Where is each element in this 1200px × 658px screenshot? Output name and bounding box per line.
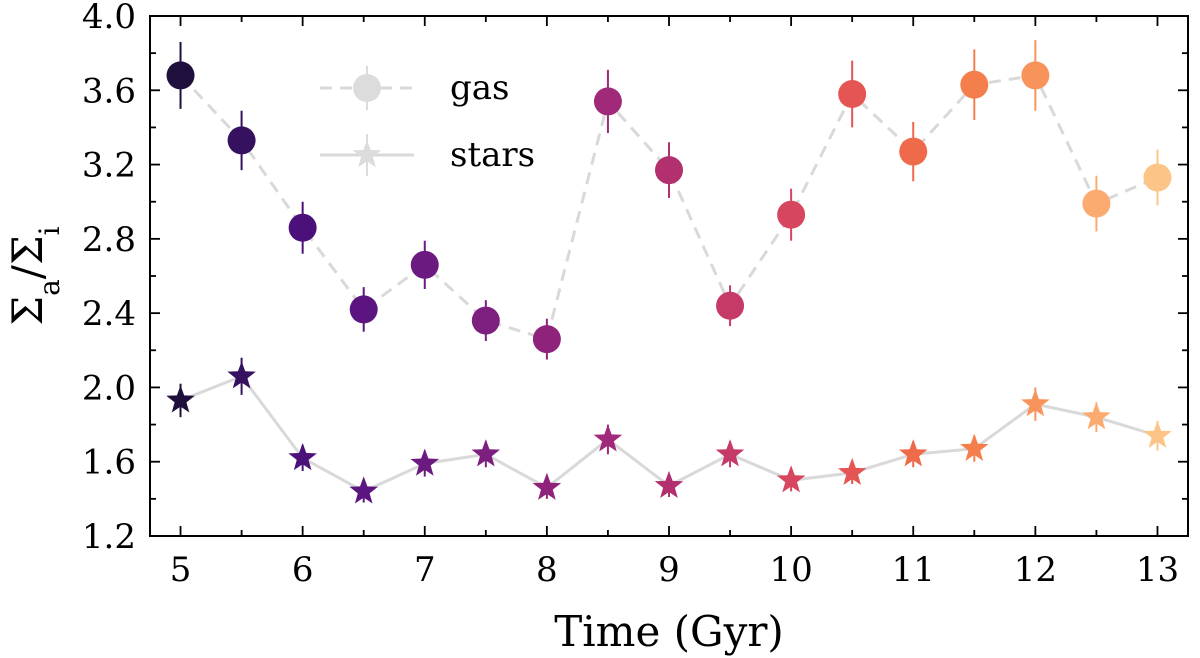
gas-point bbox=[1082, 189, 1111, 218]
y-tick-label: 1.6 bbox=[82, 443, 136, 483]
y-tick-label: 4.0 bbox=[82, 0, 136, 37]
stars-point bbox=[410, 448, 440, 476]
y-tick-label: 3.2 bbox=[82, 146, 136, 186]
stars-point bbox=[1021, 389, 1050, 417]
series-line-gas bbox=[179, 73, 1159, 342]
gas-point bbox=[471, 306, 500, 335]
y-label-sigma: Σ bbox=[3, 296, 52, 326]
gas-point bbox=[532, 325, 561, 354]
legend-stars-marker bbox=[352, 140, 382, 168]
stars-point bbox=[349, 476, 378, 504]
stars-point bbox=[776, 465, 806, 493]
gas-point bbox=[227, 126, 256, 155]
y-tick-label: 2.4 bbox=[82, 294, 136, 334]
stars-point bbox=[960, 433, 989, 461]
gas-point bbox=[960, 70, 989, 99]
stars-point bbox=[593, 424, 623, 452]
gas-point bbox=[838, 80, 867, 108]
stars-point bbox=[837, 457, 867, 485]
stars-point bbox=[654, 470, 684, 498]
y-tick-label: 2.0 bbox=[82, 368, 136, 408]
y-label-a: a bbox=[33, 279, 66, 296]
stars-point bbox=[288, 443, 317, 471]
y-axis-ticks: 1.2 1.6 2.0 2.4 2.8 3.2 3.6 4.0 bbox=[82, 0, 1188, 557]
legend: gas stars bbox=[320, 66, 535, 176]
series-lines bbox=[179, 73, 1159, 494]
y-tick-label: 1.2 bbox=[82, 517, 136, 557]
stars-point bbox=[1143, 420, 1172, 448]
stars-point bbox=[166, 385, 195, 413]
stars-point bbox=[227, 361, 256, 389]
stars-point bbox=[471, 439, 501, 467]
x-tick-label: 6 bbox=[292, 550, 314, 590]
x-axis-label: Time (Gyr) bbox=[554, 607, 784, 656]
stars-point bbox=[1082, 402, 1111, 430]
gas-point bbox=[716, 291, 745, 320]
legend-gas-label: gas bbox=[450, 68, 509, 108]
error-bars bbox=[179, 40, 1159, 503]
legend-stars-label: stars bbox=[450, 135, 535, 175]
x-tick-label: 10 bbox=[769, 550, 812, 590]
x-tick-label: 8 bbox=[536, 550, 558, 590]
gas-point bbox=[349, 295, 378, 324]
y-label-i: i bbox=[33, 226, 66, 235]
legend-gas-marker bbox=[353, 74, 381, 102]
y-tick-label: 2.8 bbox=[82, 220, 136, 260]
x-tick-label: 5 bbox=[170, 550, 192, 590]
data-markers bbox=[166, 61, 1172, 504]
x-tick-label: 9 bbox=[658, 550, 680, 590]
x-tick-label: 7 bbox=[414, 550, 436, 590]
gas-point bbox=[166, 61, 195, 90]
gas-point bbox=[655, 156, 683, 185]
gas-point bbox=[288, 213, 317, 242]
x-tick-label: 12 bbox=[1014, 550, 1057, 590]
stars-point bbox=[532, 472, 562, 500]
x-tick-label: 13 bbox=[1136, 550, 1179, 590]
gas-point bbox=[593, 87, 622, 116]
stars-point bbox=[898, 439, 928, 467]
y-label-divider: /Σ bbox=[3, 235, 52, 279]
x-axis-ticks: 5 6 7 8 9 10 11 12 13 bbox=[170, 16, 1179, 590]
stars-point bbox=[715, 439, 745, 467]
gas-point bbox=[1021, 61, 1050, 90]
y-axis-label: Σa/Σi bbox=[3, 226, 66, 325]
gas-point bbox=[410, 250, 439, 279]
gas-point bbox=[777, 200, 806, 229]
y-tick-label: 3.6 bbox=[82, 71, 136, 111]
x-tick-label: 11 bbox=[892, 550, 935, 590]
gas-point bbox=[1143, 163, 1172, 192]
gas-point bbox=[899, 137, 928, 166]
